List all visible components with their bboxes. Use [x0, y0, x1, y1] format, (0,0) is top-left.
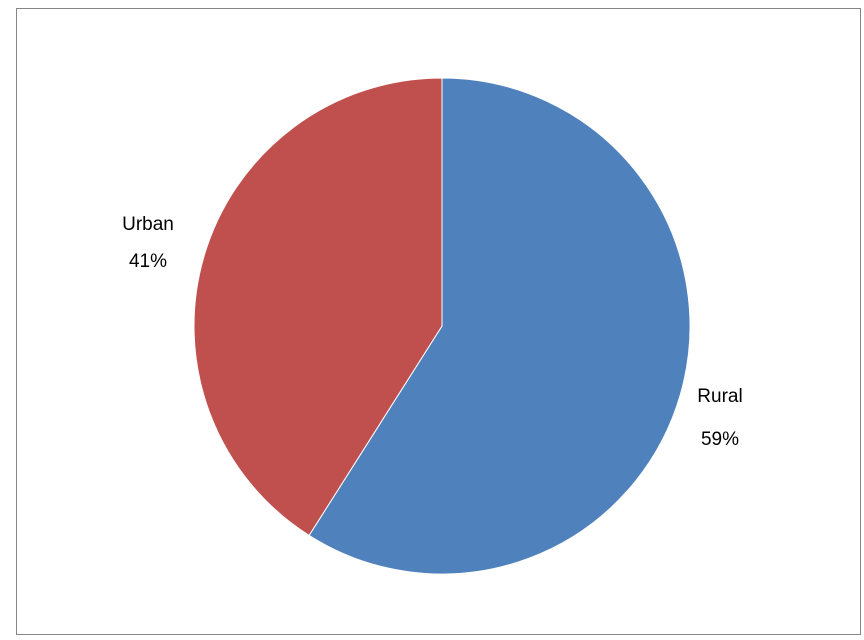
slice-label-urban-category: Urban	[122, 214, 174, 235]
pie-slices	[194, 78, 690, 574]
slice-label-rural-category: Rural	[697, 386, 742, 407]
slice-label-rural-percent: 59%	[701, 429, 739, 450]
slice-label-urban-percent: 41%	[129, 251, 167, 272]
